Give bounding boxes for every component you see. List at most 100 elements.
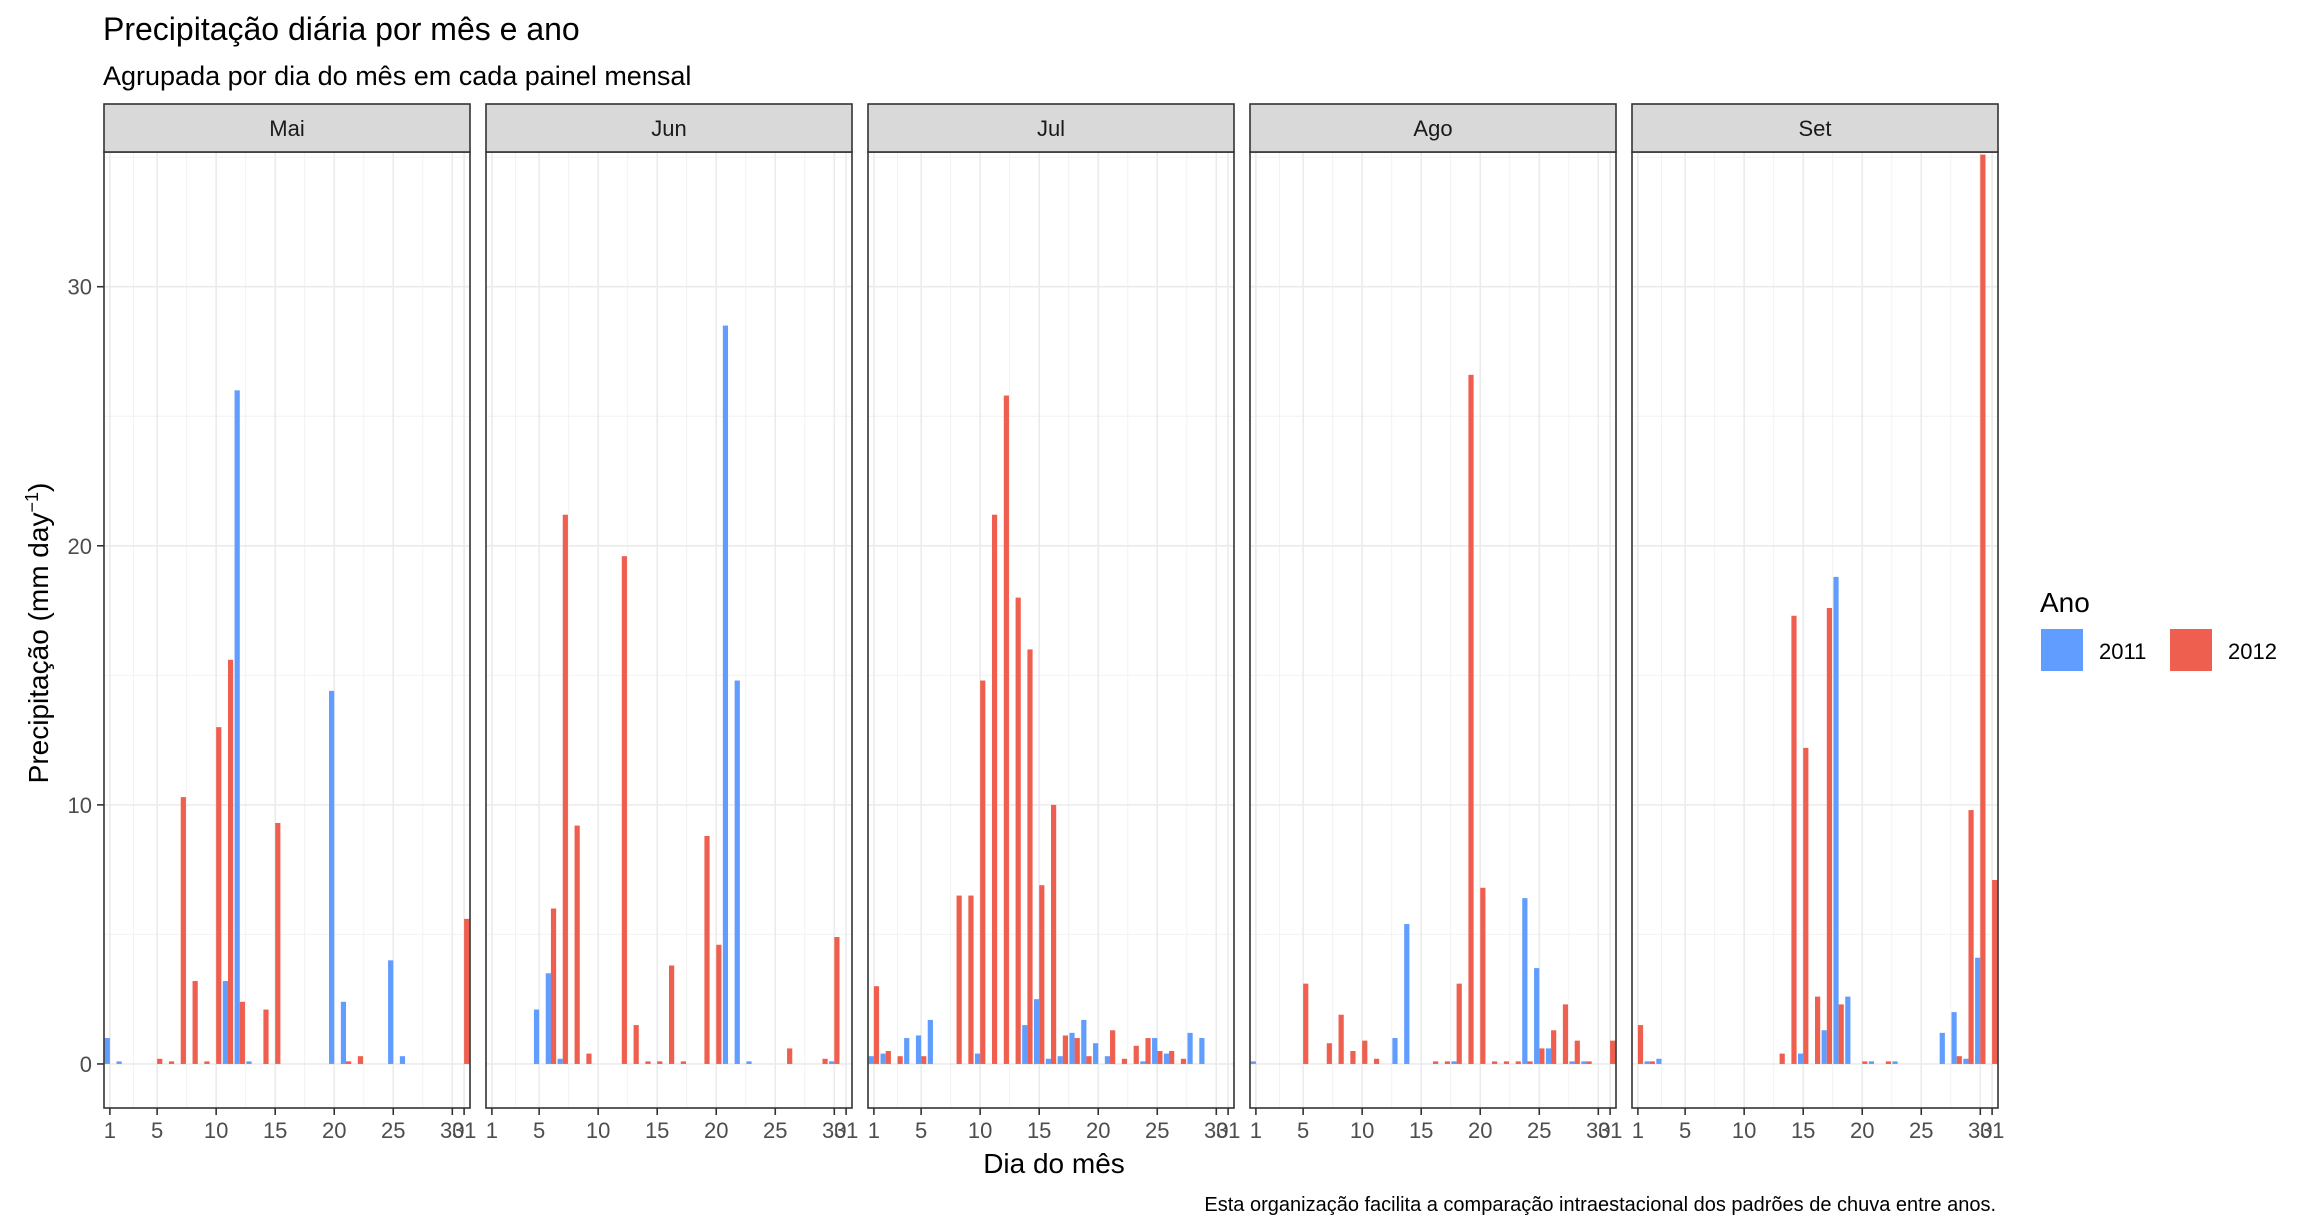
bar-2011-day-17: [1821, 1030, 1827, 1064]
legend-key-2011: [2041, 629, 2083, 671]
x-tick-label: 5: [151, 1118, 163, 1143]
x-tick-label: 25: [1145, 1118, 1169, 1143]
x-tick-label: 10: [204, 1118, 228, 1143]
x-tick-label: 15: [1791, 1118, 1815, 1143]
bar-2012-day-17: [1062, 1035, 1069, 1064]
strip-label: Jun: [651, 116, 686, 141]
x-tick-label: 10: [1350, 1118, 1374, 1143]
bar-2012-day-12: [621, 556, 627, 1064]
y-tick-label: 0: [80, 1052, 92, 1077]
bar-2012-day-25: [1539, 1048, 1545, 1064]
bar-2012-day-6: [168, 1061, 175, 1064]
chart-title: Precipitação diária por mês e ano: [103, 11, 580, 47]
bar-2011-day-25: [388, 960, 394, 1064]
bar-2012-day-15: [657, 1061, 663, 1064]
bar-2012-day-22: [1885, 1061, 1892, 1064]
bar-2011-day-14: [1022, 1025, 1028, 1064]
bar-2012-day-17: [1826, 607, 1833, 1064]
bar-2012-day-2: [885, 1051, 891, 1064]
bar-2012-day-15: [1803, 747, 1809, 1064]
bar-2011-day-2: [1644, 1061, 1650, 1064]
y-axis-title-close: ): [23, 483, 54, 492]
bar-2011-day-30: [1975, 957, 1981, 1064]
bar-2011-day-2: [880, 1053, 886, 1064]
y-tick-label: 30: [68, 275, 92, 300]
x-tick-label: 20: [1850, 1118, 1874, 1143]
bar-2011-day-29: [1199, 1038, 1205, 1064]
legend-label-2011: 2011: [2099, 639, 2146, 664]
x-tick-label: 31: [1980, 1118, 2004, 1143]
bar-2012-day-19: [1468, 374, 1474, 1064]
bar-2012-day-3: [897, 1056, 903, 1064]
bar-2012-day-12: [1003, 395, 1009, 1064]
bar-2012-day-8: [574, 825, 580, 1064]
x-tick-label: 20: [322, 1118, 346, 1143]
x-tick-label: 31: [1216, 1118, 1240, 1143]
y-tick-label: 10: [68, 793, 92, 818]
x-tick-label: 30: [1204, 1118, 1228, 1143]
bar-2011-day-6: [545, 973, 551, 1064]
bar-2011-day-18: [1451, 1061, 1457, 1064]
bar-2011-day-5: [533, 1009, 540, 1064]
bar-2011-day-1: [104, 1038, 110, 1064]
chart-caption: Esta organização facilita a comparação i…: [1204, 1194, 1996, 1216]
bar-2012-day-28: [1574, 1040, 1580, 1064]
bar-2011-day-13: [246, 1061, 252, 1064]
bar-2012-day-22: [357, 1056, 364, 1064]
x-tick-label: 20: [704, 1118, 728, 1143]
bar-2011-day-26: [1163, 1053, 1170, 1064]
panel-background: [1250, 152, 1616, 1108]
bar-2012-day-30: [1980, 154, 1986, 1064]
legend-label-2012: 2012: [2228, 639, 2277, 664]
panel-background: [486, 152, 852, 1108]
strip-background: [103, 103, 471, 153]
panel-background: [104, 152, 470, 1108]
bar-2012-day-22: [1503, 1061, 1510, 1064]
legend-key-2012: [2170, 629, 2212, 671]
bar-2012-day-14: [645, 1061, 651, 1064]
bar-2012-day-16: [1051, 804, 1057, 1064]
bar-2011-day-3: [1656, 1058, 1662, 1064]
bar-2011-day-14: [1404, 924, 1410, 1064]
bar-2011-day-22: [734, 680, 740, 1064]
x-tick-label: 15: [1027, 1118, 1051, 1143]
x-tick-label: 15: [263, 1118, 287, 1143]
x-tick-label: 10: [968, 1118, 992, 1143]
bar-2012-day-28: [1956, 1056, 1962, 1064]
bar-2011-day-29: [1963, 1058, 1969, 1064]
x-tick-label: 25: [1527, 1118, 1551, 1143]
bar-2012-day-20: [1480, 887, 1486, 1064]
chart-subtitle: Agrupada por dia do mês em cada painel m…: [103, 61, 691, 91]
strip-label: Mai: [269, 116, 304, 141]
bar-2012-day-22: [1121, 1058, 1128, 1064]
bar-2012-day-8: [956, 895, 962, 1064]
x-tick-label: 1: [868, 1118, 880, 1143]
strip-background: [867, 103, 1235, 153]
bar-2011-day-5: [915, 1035, 922, 1064]
bar-2011-day-2: [116, 1061, 122, 1064]
bar-2011-day-26: [1545, 1048, 1552, 1064]
bar-2012-day-1: [873, 986, 880, 1064]
x-tick-label: 31: [834, 1118, 858, 1143]
bar-2012-day-18: [1456, 983, 1462, 1064]
legend-title: Ano: [2040, 587, 2090, 618]
x-tick-label: 31: [452, 1118, 476, 1143]
bar-2012-day-23: [1515, 1061, 1521, 1064]
bar-2012-day-18: [1074, 1038, 1080, 1064]
bar-2012-day-29: [1968, 810, 1974, 1064]
bar-2012-day-24: [1145, 1038, 1151, 1064]
bar-2012-day-25: [1157, 1051, 1163, 1064]
bar-2011-day-28: [1187, 1032, 1193, 1064]
x-tick-label: 15: [1409, 1118, 1433, 1143]
bar-2012-day-14: [263, 1009, 269, 1064]
bar-2012-day-31: [1992, 880, 1998, 1064]
y-axis: 0 10 20 30: [68, 275, 104, 1077]
legend: Ano 2011 2012: [2040, 587, 2277, 671]
bar-2012-day-16: [1815, 996, 1821, 1064]
x-tick-label: 30: [1968, 1118, 1992, 1143]
bar-2011-day-19: [1081, 1019, 1087, 1064]
y-axis-title-superscript: −1: [22, 492, 42, 513]
x-tick-label: 20: [1086, 1118, 1110, 1143]
